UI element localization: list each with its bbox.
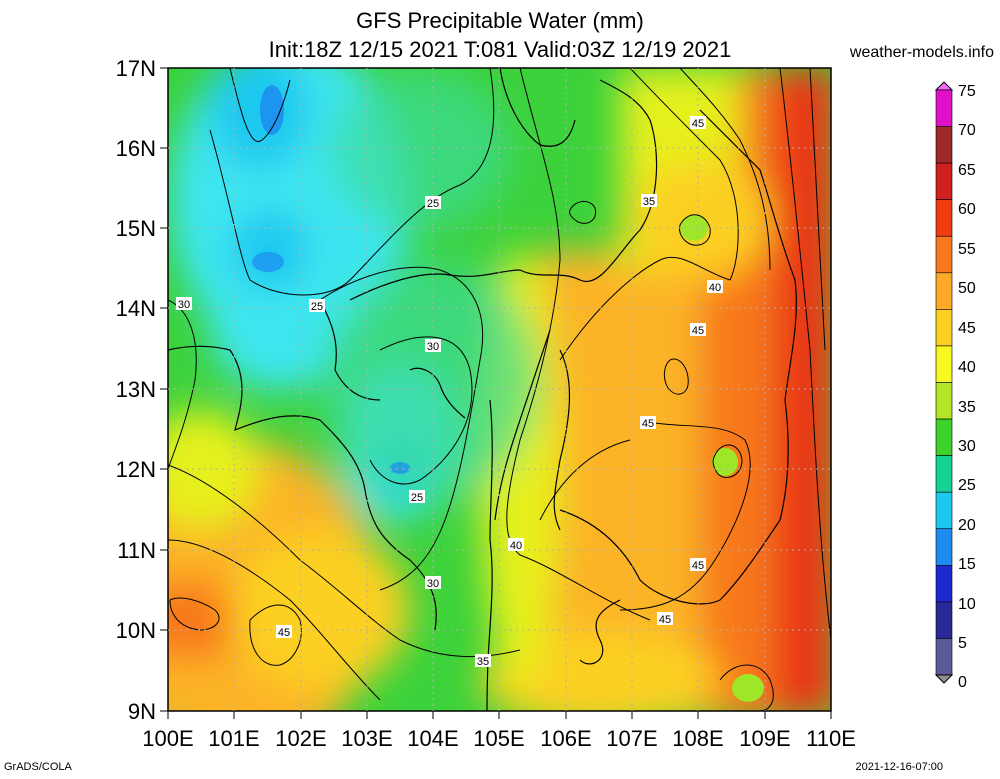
green-pocket-4: [732, 674, 764, 702]
colorbar-label: 60: [958, 201, 976, 218]
lon-label: 103E: [341, 726, 392, 751]
colorbar-swatch: [935, 345, 953, 383]
contour-label: 45: [278, 627, 290, 639]
colorbar-swatch: [935, 126, 953, 164]
lat-label: 12N: [116, 457, 156, 482]
colorbar-label: 45: [958, 320, 976, 337]
grid: [168, 68, 831, 711]
colorbar-swatch: [935, 89, 953, 127]
lon-label: 108E: [672, 726, 723, 751]
colorbar-label: 5: [958, 635, 967, 652]
lon-label: 102E: [275, 726, 326, 751]
colorbar: 75 70 65 60 55 50 45 40 35 30 25 20 15 1…: [934, 81, 976, 691]
lat-label: 16N: [116, 136, 156, 161]
contour-label: 35: [643, 196, 655, 208]
lon-axis: 100E 101E 102E 103E 104E 105E 106E 107E …: [142, 726, 856, 751]
dry-core-2: [252, 252, 284, 272]
footer-right: 2021-12-16-07:00: [855, 761, 943, 773]
colorbar-swatch: [935, 528, 953, 566]
colorbar-swatch: [935, 455, 953, 493]
lon-label: 106E: [540, 726, 591, 751]
lon-label: 101E: [208, 726, 259, 751]
colorbar-label: 55: [958, 241, 976, 258]
colorbar-swatch: [935, 638, 953, 676]
dry-core-1: [260, 85, 284, 135]
colorbar-label: 0: [958, 674, 967, 691]
colorbar-label: 70: [958, 122, 976, 139]
lon-label: 109E: [739, 726, 790, 751]
lon-label: 100E: [142, 726, 193, 751]
colorbar-swatch: [935, 309, 953, 347]
contour-label: 45: [642, 418, 654, 430]
colorbar-swatch: [935, 199, 953, 237]
contour-label: 25: [311, 301, 323, 313]
colorbar-swatch: [935, 235, 953, 274]
lat-label: 17N: [116, 56, 156, 81]
contour-label: 30: [178, 299, 190, 311]
green-pocket-1: [712, 448, 738, 476]
colorbar-label: 65: [958, 162, 976, 179]
lon-label: 105E: [473, 726, 524, 751]
contour-label: 30: [427, 341, 439, 353]
lon-label: 110E: [806, 726, 856, 751]
contour-label: 35: [477, 656, 489, 668]
colorbar-swatch: [935, 601, 953, 639]
colorbar-label: 40: [958, 359, 976, 376]
lat-axis: 17N 16N 15N 14N 13N 12N 11N 10N 9N: [116, 56, 156, 724]
colorbar-label: 50: [958, 280, 976, 297]
contour-label: 30: [427, 578, 439, 590]
colorbar-label: 15: [958, 556, 976, 573]
contour-label: 45: [659, 614, 671, 626]
contour-label: 25: [427, 198, 439, 210]
colorbar-label: 35: [958, 399, 976, 416]
lat-label: 13N: [116, 377, 156, 402]
colorbar-swatch: [935, 418, 953, 456]
contour-label: 45: [692, 560, 704, 572]
colorbar-label: 25: [958, 477, 976, 494]
lat-label: 14N: [116, 296, 156, 321]
colorbar-label: 75: [958, 83, 976, 100]
coastlines: [168, 68, 797, 711]
lat-label: 10N: [116, 618, 156, 643]
lon-label: 104E: [407, 726, 458, 751]
colorbar-label: 10: [958, 596, 976, 613]
lat-label: 15N: [116, 216, 156, 241]
lat-label: 9N: [128, 699, 156, 724]
colorbar-swatch: [935, 491, 953, 530]
contour-label: 45: [692, 325, 704, 337]
colorbar-label: 20: [958, 517, 976, 534]
ticks: [160, 67, 832, 719]
contour-label: 45: [692, 118, 704, 130]
site-label: weather-models.info: [849, 44, 994, 61]
footer-left: GrADS/COLA: [4, 761, 72, 773]
colorbar-swatch: [935, 382, 953, 420]
colorbar-swatch: [935, 565, 953, 603]
colorbar-swatch: [935, 272, 953, 310]
green-pocket-3: [572, 201, 592, 219]
dry-core-3: [390, 462, 410, 474]
colorbar-labels: 75 70 65 60 55 50 45 40 35 30 25 20 15 1…: [958, 83, 976, 691]
chart-subtitle: Init:18Z 12/15 2021 T:081 Valid:03Z 12/1…: [268, 37, 732, 62]
lon-label: 107E: [606, 726, 657, 751]
contour-label: 40: [510, 540, 522, 552]
contour-label: 40: [709, 282, 721, 294]
contour-labels: 25 25 25 30 30 30 35 35 40 40 45 45 45 4…: [176, 116, 723, 668]
contour-label: 25: [411, 492, 423, 504]
colorbar-swatch: [935, 162, 953, 200]
lat-label: 11N: [117, 538, 156, 563]
green-pocket-2: [680, 215, 708, 241]
colorbar-label: 30: [958, 438, 976, 455]
chart-title: GFS Precipitable Water (mm): [356, 8, 644, 33]
